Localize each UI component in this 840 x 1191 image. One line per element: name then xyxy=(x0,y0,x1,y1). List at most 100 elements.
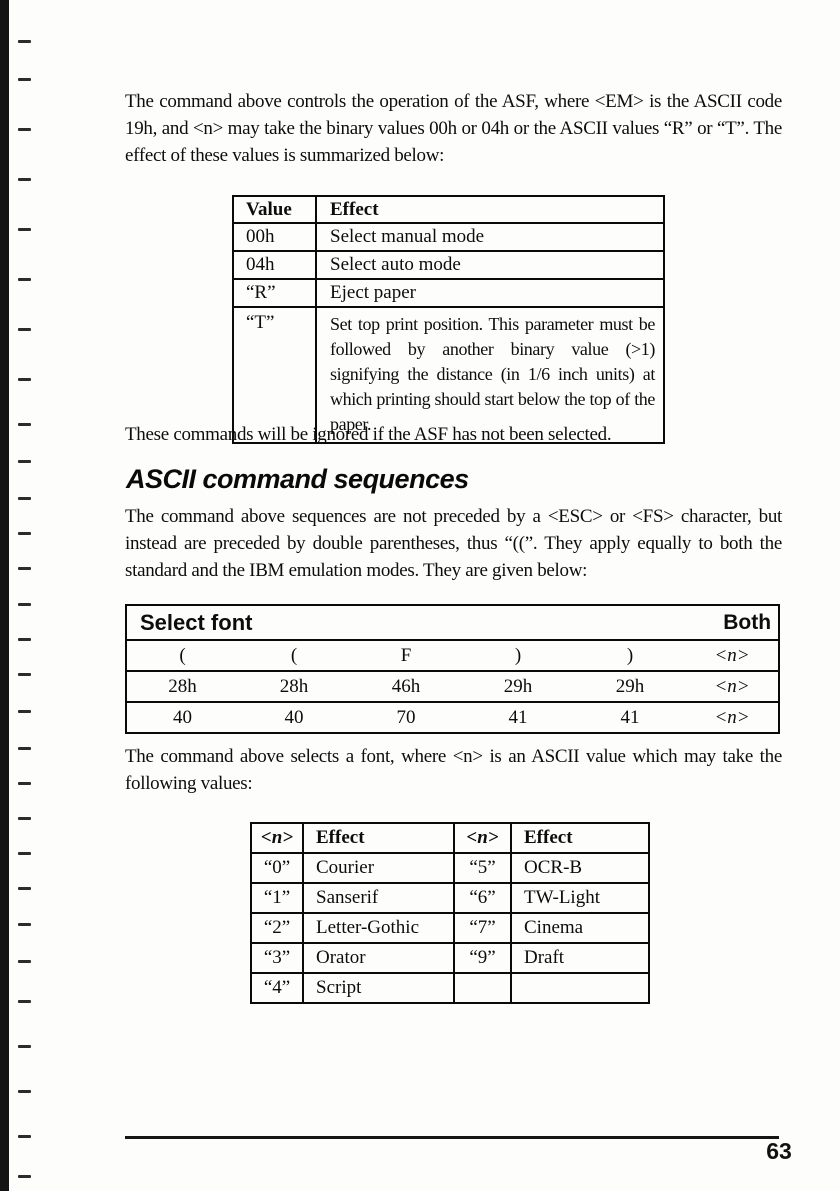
table-cell: “6” xyxy=(453,882,512,914)
table-cell: Cinema xyxy=(510,912,650,944)
table-header-cell: Effect xyxy=(302,822,455,854)
table-row: “R” Eject paper xyxy=(232,278,665,308)
scan-dash-artifact xyxy=(18,747,31,750)
table-title-cell: Select font xyxy=(140,609,253,635)
scan-dash-artifact xyxy=(18,328,31,331)
table-row: 40 40 70 41 41 <n> xyxy=(126,701,780,733)
scan-dash-artifact xyxy=(18,638,31,641)
table-cell: ) xyxy=(462,639,574,671)
scan-dash-artifact xyxy=(18,78,31,81)
table-cell: Courier xyxy=(302,852,455,884)
table-cell: TW-Light xyxy=(510,882,650,914)
table-cell: Draft xyxy=(510,942,650,974)
table-cell: 28h xyxy=(238,670,350,702)
table-cell: “2” xyxy=(250,912,304,944)
table-cell: “9” xyxy=(453,942,512,974)
table-header-row: Value Effect xyxy=(232,195,665,224)
scan-dash-artifact xyxy=(18,1090,31,1093)
table-cell: F xyxy=(350,639,462,671)
scan-dash-artifact xyxy=(18,567,31,570)
table-cell: Letter-Gothic xyxy=(302,912,455,944)
table-row: “4” Script xyxy=(250,972,650,1004)
table-row: 28h 28h 46h 29h 29h <n> xyxy=(126,670,780,702)
table-row: “T” Set top print position. This paramet… xyxy=(232,306,665,444)
table-cell: ) xyxy=(574,639,687,671)
paragraph-asf-command: The command above controls the operation… xyxy=(125,91,782,166)
table-cell: OCR-B xyxy=(510,852,650,884)
table-header-cell: Effect xyxy=(315,195,665,224)
font-values-table: <n> Effect <n> Effect “0” Courier “5” OC… xyxy=(250,822,650,1004)
table-cell xyxy=(510,972,650,1004)
scan-dash-artifact xyxy=(18,40,31,43)
table-header-cell: <n> xyxy=(250,822,304,854)
scan-dash-artifact xyxy=(18,228,31,231)
table-cell: “3” xyxy=(250,942,304,974)
paragraph-commands-ignored: These commands will be ignored if the AS… xyxy=(125,424,612,445)
table-cell: 40 xyxy=(126,701,238,733)
scan-dash-artifact xyxy=(18,532,31,535)
table-row: “0” Courier “5” OCR-B xyxy=(250,852,650,884)
scan-dash-artifact xyxy=(18,1045,31,1048)
asf-value-effect-table: Value Effect 00h Select manual mode 04h … xyxy=(232,195,665,444)
table-cell: 04h xyxy=(232,250,317,280)
table-header-cell: Value xyxy=(232,195,317,224)
paragraph-font-selection: The command above selects a font, where … xyxy=(125,746,782,794)
scan-dash-artifact xyxy=(18,423,31,426)
table-cell: 00h xyxy=(232,222,317,252)
table-cell: Sanserif xyxy=(302,882,455,914)
table-cell: Select auto mode xyxy=(315,250,665,280)
scan-dash-artifact xyxy=(18,460,31,463)
scan-binding-edge-artifact xyxy=(0,0,9,1191)
table-cell: 46h xyxy=(350,670,462,702)
table-cell: Script xyxy=(302,972,455,1004)
footer-rule xyxy=(125,1136,779,1139)
scan-dash-artifact xyxy=(18,278,31,281)
table-header-row: Select font Both xyxy=(126,605,779,640)
select-font-sequence-table: Select font Both ( ( F ) ) <n> 28h 28h 4… xyxy=(125,604,781,734)
table-header-row: <n> Effect <n> Effect xyxy=(250,822,650,854)
scan-dash-artifact xyxy=(18,710,31,713)
scan-dash-artifact xyxy=(18,852,31,855)
scan-dash-artifact xyxy=(18,1135,31,1138)
scan-dash-artifact xyxy=(18,128,31,131)
table-cell: <n> xyxy=(686,701,780,733)
table-cell: 29h xyxy=(462,670,574,702)
table-cell: “1” xyxy=(250,882,304,914)
section-heading-ascii-command-sequences: ASCII command sequences xyxy=(126,464,469,494)
table-cell: Orator xyxy=(302,942,455,974)
table-cell: <n> xyxy=(686,670,780,702)
table-cell: Eject paper xyxy=(315,278,665,308)
table-cell: 41 xyxy=(574,701,687,733)
table-row: ( ( F ) ) <n> xyxy=(126,639,780,671)
table-row: 04h Select auto mode xyxy=(232,250,665,280)
table-cell: “R” xyxy=(232,278,317,308)
table-cell: “T” xyxy=(232,306,317,444)
table-cell: “0” xyxy=(250,852,304,884)
table-cell: 28h xyxy=(126,670,238,702)
scan-dash-artifact xyxy=(18,960,31,963)
paragraph-ascii-sequences: The command above sequences are not prec… xyxy=(125,506,782,581)
table-row: 00h Select manual mode xyxy=(232,222,665,252)
table-cell: 70 xyxy=(350,701,462,733)
scan-dash-artifact xyxy=(18,1000,31,1003)
table-cell: <n> xyxy=(686,639,780,671)
table-cell: “7” xyxy=(453,912,512,944)
table-cell: “5” xyxy=(453,852,512,884)
table-cell: ( xyxy=(126,639,238,671)
table-row: “3” Orator “9” Draft xyxy=(250,942,650,974)
table-cell xyxy=(453,972,512,1004)
table-header-cell: Effect xyxy=(510,822,650,854)
scan-dash-artifact xyxy=(18,603,31,606)
table-scope-cell: Both xyxy=(723,610,772,634)
page-number: 63 xyxy=(766,1138,792,1164)
table-cell: 29h xyxy=(574,670,687,702)
table-row: “2” Letter-Gothic “7” Cinema xyxy=(250,912,650,944)
scan-dash-artifact xyxy=(18,782,31,785)
table-cell: 40 xyxy=(238,701,350,733)
scan-dash-artifact xyxy=(18,1175,31,1178)
table-cell: 41 xyxy=(462,701,574,733)
scan-dash-artifact xyxy=(18,378,31,381)
scan-dash-artifact xyxy=(18,178,31,181)
table-cell: Select manual mode xyxy=(315,222,665,252)
